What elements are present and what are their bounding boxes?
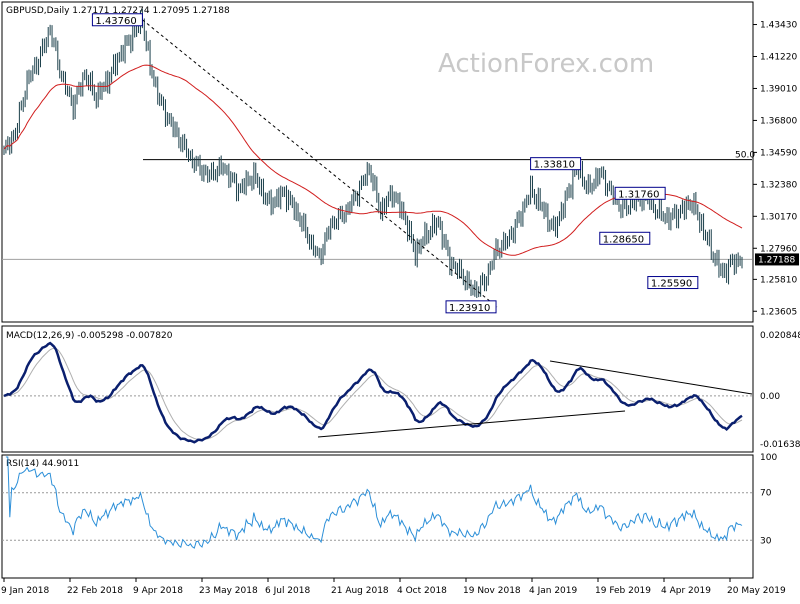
- label-1-33810-box: [530, 157, 582, 171]
- macd-line: [3, 341, 743, 444]
- moving-average-line: [3, 64, 743, 256]
- x-tick-label: 19 Feb 2019: [595, 586, 651, 596]
- label-1-23910-box: [445, 300, 497, 314]
- macd-pane: [1, 325, 754, 453]
- x-tick-label: 6 Jul 2018: [265, 586, 310, 596]
- label-1-33810: 1.33810: [534, 160, 575, 171]
- label-1-23910: 1.23910: [449, 303, 490, 314]
- price-tick-label: 1.43430: [760, 21, 797, 31]
- dashed-trendline: [142, 19, 498, 308]
- macd-tick-label: -0.016389: [760, 440, 800, 450]
- price-tick-label: 1.27960: [760, 244, 797, 254]
- label-1-28650-box: [599, 231, 651, 245]
- price-pane: [1, 1, 754, 323]
- price-tick-label: 1.30170: [760, 212, 797, 222]
- price-header: GBPUSD,Daily 1.27171 1.27274 1.27095 1.2…: [6, 6, 230, 16]
- macd-layer: [2, 341, 753, 444]
- price-tick-label: 1.25810: [760, 275, 797, 285]
- label-1-31760: 1.31760: [618, 189, 659, 200]
- rsi-tick-label: 100: [760, 453, 777, 463]
- rsi-tick-label: 30: [760, 536, 772, 546]
- price-tick-label: 1.36800: [760, 116, 797, 126]
- watermark: ActionForex.com: [438, 49, 654, 79]
- x-tick-label: 22 Feb 2018: [67, 586, 123, 596]
- label-1-43760-box: [91, 13, 143, 27]
- x-tick-label: 4 Jan 2019: [529, 586, 577, 596]
- x-tick-label: 21 Aug 2018: [331, 586, 389, 596]
- macd-tick-label: 0.00: [760, 392, 780, 402]
- macd-resistance-trendline: [549, 360, 753, 395]
- price-layer: 1.43760 1.33810 1.31760 1.28650 1.25590 1.239…: [2, 8, 752, 314]
- x-tick-label: 19 Nov 2018: [463, 586, 521, 596]
- current-price-badge: [755, 253, 799, 266]
- label-1-43760: 1.43760: [95, 16, 136, 27]
- x-tick-label: 9 Apr 2018: [133, 586, 183, 596]
- label-1-28650: 1.28650: [603, 234, 644, 245]
- macd-signal-line: [3, 347, 743, 441]
- axis-layer: 1.43430 1.41220 1.39010 1.36800 1.34590 1.323…: [1, 21, 800, 596]
- x-tick-label: 20 May 2019: [727, 586, 786, 596]
- macd-tick-label: 0.020848: [760, 331, 800, 341]
- x-tick-label: 23 May 2018: [199, 586, 258, 596]
- rsi-layer: [2, 456, 752, 549]
- price-tick-label: 1.23605: [760, 307, 797, 317]
- x-tick-label: 9 Jan 2018: [1, 586, 49, 596]
- price-tick-label: 1.41220: [760, 52, 797, 62]
- rsi-pane: [1, 454, 754, 579]
- current-price-label: 1.27188: [758, 255, 795, 265]
- label-1-25590: 1.25590: [651, 279, 692, 290]
- label-1-25590-box: [647, 276, 699, 290]
- fib-level-label: 50.0: [735, 151, 755, 161]
- rsi-line: [5, 456, 743, 549]
- macd-header: MACD(12,26,9) -0.005298 -0.007820: [6, 331, 173, 341]
- rsi-tick-label: 70: [760, 489, 772, 499]
- label-1-31760-box: [614, 186, 666, 200]
- x-tick-label: 4 Apr 2019: [661, 586, 711, 596]
- price-tick-label: 1.39010: [760, 84, 797, 94]
- rsi-header: RSI(14) 44.9011: [6, 459, 79, 469]
- macd-support-trendline: [317, 410, 626, 438]
- x-tick-label: 4 Oct 2018: [397, 586, 447, 596]
- price-tick-label: 1.32380: [760, 180, 797, 190]
- price-tick-label: 1.34590: [760, 148, 797, 158]
